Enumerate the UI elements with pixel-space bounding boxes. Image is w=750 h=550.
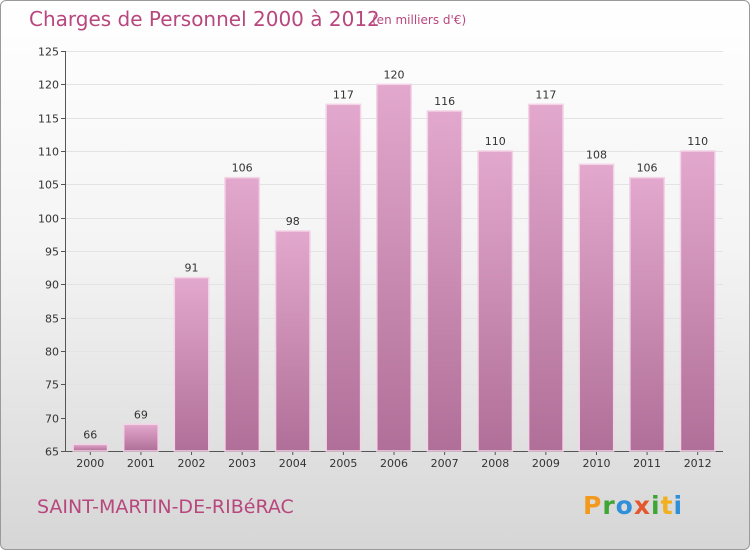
y-tick-label: 95 <box>45 246 59 259</box>
commune-name: SAINT-MARTIN-DE-RIBéRAC <box>37 496 294 518</box>
x-tick-label: 2011 <box>633 457 661 470</box>
bar <box>426 110 463 452</box>
labels: 65 70 75 80 85 90 95 100 105 110 115 120 125 66 2000 69… <box>38 46 712 471</box>
x-tick-label: 2001 <box>127 457 155 470</box>
bar <box>72 443 109 452</box>
bar <box>173 276 210 452</box>
bar-value-label: 91 <box>185 262 199 275</box>
x-tick-label: 2009 <box>532 457 560 470</box>
y-tick-label: 75 <box>45 379 59 392</box>
y-tick-label: 125 <box>38 46 59 59</box>
logo-letter: P <box>583 491 603 520</box>
y-tick-label: 100 <box>38 213 59 226</box>
y-tick-label: 70 <box>45 413 59 426</box>
x-tick-label: 2003 <box>228 457 256 470</box>
bar-value-label: 106 <box>232 162 253 175</box>
bar-value-label: 108 <box>586 148 607 161</box>
chart-unit-label: (en milliers d'€) <box>372 13 467 27</box>
bars <box>72 83 716 452</box>
logo-letter: r <box>602 491 616 520</box>
logo-letter: o <box>615 491 634 520</box>
bar-value-label: 120 <box>384 68 405 81</box>
x-tick-label: 2007 <box>431 457 459 470</box>
logo-letter: i <box>673 491 684 520</box>
bar <box>376 83 412 452</box>
bar-value-label: 110 <box>485 135 506 148</box>
bar <box>527 103 564 452</box>
bar-value-label: 106 <box>637 162 658 175</box>
bar-value-label: 110 <box>687 135 708 148</box>
bar <box>629 176 666 452</box>
x-tick-label: 2010 <box>582 457 610 470</box>
x-tick-label: 2008 <box>481 457 509 470</box>
x-tick-label: 2004 <box>279 457 307 470</box>
y-tick-label: 80 <box>45 346 59 359</box>
logo-letter: t <box>660 491 674 520</box>
y-tick-label: 105 <box>38 179 59 192</box>
proxiti-logo: Proxiti <box>583 491 683 520</box>
bar-value-label: 117 <box>535 88 556 101</box>
bar-value-label: 117 <box>333 88 354 101</box>
logo-letter: i <box>651 491 661 520</box>
y-tick-label: 115 <box>38 113 59 126</box>
x-tick-label: 2000 <box>76 457 104 470</box>
y-tick-label: 120 <box>38 79 59 92</box>
bar-value-label: 98 <box>286 215 300 228</box>
y-tick-label: 90 <box>45 279 59 292</box>
bar <box>122 423 159 452</box>
bar <box>578 163 615 452</box>
y-tick-label: 85 <box>45 313 59 326</box>
bar <box>325 103 362 452</box>
chart-title: Charges de Personnel 2000 à 2012 <box>29 7 380 31</box>
bar <box>224 176 261 452</box>
bar-value-label: 66 <box>83 428 97 441</box>
bar-value-label: 116 <box>434 95 455 108</box>
bar <box>477 150 514 452</box>
bar <box>274 230 311 452</box>
x-tick-label: 2002 <box>178 457 206 470</box>
logo-letter: x <box>633 491 651 520</box>
x-tick-label: 2006 <box>380 457 408 470</box>
x-tick-label: 2012 <box>684 457 712 470</box>
x-tick-label: 2005 <box>329 457 357 470</box>
y-tick-label: 110 <box>38 146 59 159</box>
bar <box>679 150 716 452</box>
bar-value-label: 69 <box>134 408 148 421</box>
y-tick-label: 65 <box>45 446 59 459</box>
